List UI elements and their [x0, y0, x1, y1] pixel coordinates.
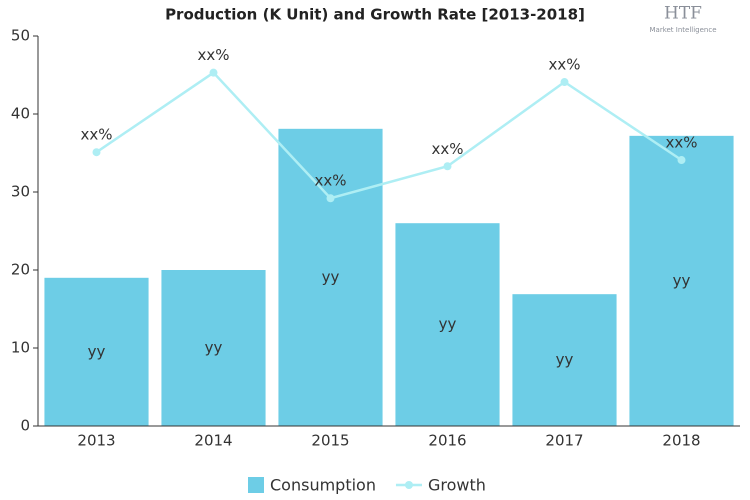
y-tick-label: 30	[11, 183, 30, 201]
legend-label: Growth	[428, 476, 486, 495]
bar	[278, 128, 383, 426]
line-point	[92, 148, 101, 157]
logo-text: HTF	[664, 4, 702, 24]
y-tick-label: 50	[11, 27, 30, 45]
bar-value-label: yy	[673, 271, 691, 289]
y-tick-label: 20	[11, 261, 30, 279]
x-tick-label: 2015	[311, 432, 349, 450]
line-point	[677, 156, 686, 165]
x-tick-label: 2018	[662, 432, 700, 450]
y-tick-label: 40	[11, 105, 30, 123]
line-value-label: xx%	[197, 46, 229, 64]
line-point	[209, 68, 218, 77]
line-value-label: xx%	[431, 140, 463, 158]
line-value-label: xx%	[80, 126, 112, 144]
bar	[629, 135, 734, 426]
legend-swatch	[248, 477, 264, 493]
x-tick-label: 2016	[428, 432, 466, 450]
y-tick-label: 0	[20, 417, 30, 435]
x-tick-label: 2014	[194, 432, 232, 450]
x-tick-label: 2013	[77, 432, 115, 450]
legend-swatch	[404, 481, 413, 489]
bar-value-label: yy	[439, 315, 457, 333]
logo-subtitle: Market Intelligence	[649, 26, 716, 34]
line-value-label: xx%	[314, 172, 346, 190]
x-tick-label: 2017	[545, 432, 583, 450]
line-value-label: xx%	[548, 56, 580, 74]
chart-title: Production (K Unit) and Growth Rate [201…	[165, 6, 585, 24]
bar	[512, 294, 617, 426]
line-value-label: xx%	[665, 134, 697, 152]
y-tick-label: 10	[11, 339, 30, 357]
bar	[395, 223, 500, 426]
line-point	[443, 162, 452, 171]
bar-value-label: yy	[88, 342, 106, 360]
line-point	[326, 194, 335, 203]
bar	[161, 270, 266, 426]
bar-value-label: yy	[322, 268, 340, 286]
line-point	[560, 78, 569, 87]
bar-value-label: yy	[556, 351, 574, 369]
line	[95, 71, 683, 200]
bar-value-label: yy	[205, 339, 223, 357]
bar	[44, 277, 149, 426]
legend-label: Consumption	[270, 476, 376, 495]
